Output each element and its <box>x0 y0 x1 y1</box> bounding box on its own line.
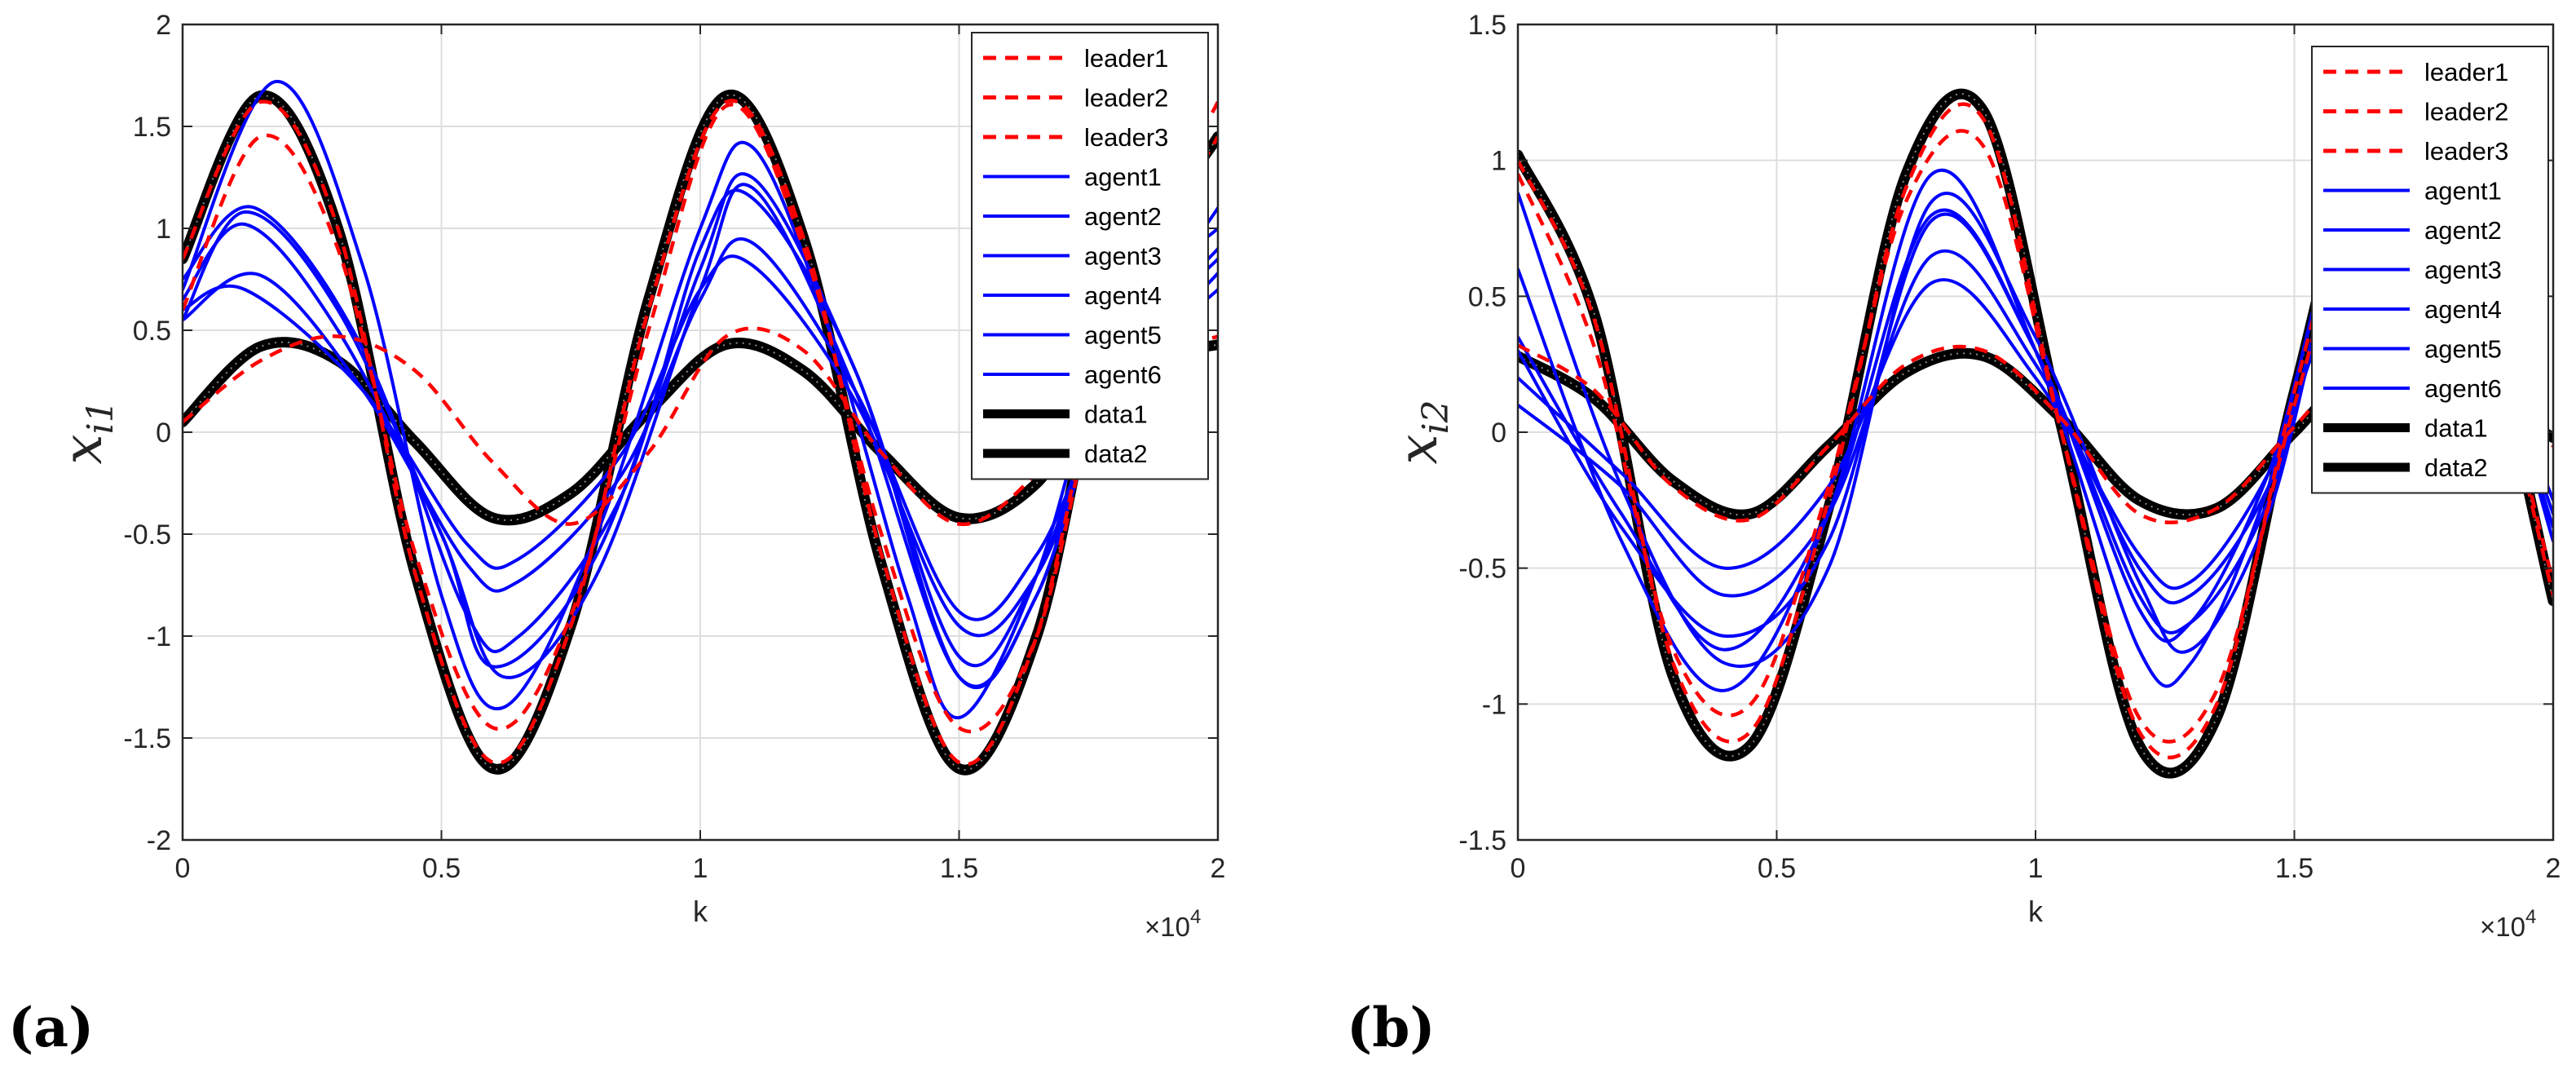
legend: leader1 leader2 leader3 agent1 agent2 agent3 a… <box>2311 46 2549 494</box>
y-tick-label: 1 <box>156 214 171 245</box>
y-tick-label: -2 <box>147 825 171 856</box>
y-tick-label: -1 <box>1482 689 1506 720</box>
series-line-leader3 <box>1518 102 2553 759</box>
legend-label-leader2: leader2 <box>2424 98 2508 126</box>
y-tick-label: -0.5 <box>123 519 171 550</box>
legend-label-agent5: agent5 <box>2424 335 2502 364</box>
legend-label-data2: data2 <box>1084 440 1148 468</box>
legend-label-agent2: agent2 <box>1084 202 1162 231</box>
y-tick-label: 1.5 <box>133 112 171 143</box>
x-tick-label: 1.5 <box>2275 853 2314 884</box>
chart-panel-a: 0 0.5 1 1.5 2 -2 -1.5 -1 -0.5 0 0.5 1 1.5 2 k ×104 xi1 le… <box>51 10 1225 942</box>
panel-label-a: (a) <box>8 996 94 1059</box>
legend-label-agent3: agent3 <box>1084 242 1162 271</box>
y-tick-label: 0 <box>1491 418 1506 449</box>
x-axis-multiplier-exponent: 4 <box>1190 906 1201 928</box>
y-axis-label: xi1 <box>51 400 121 464</box>
legend-label-leader3: leader3 <box>1084 123 1168 152</box>
legend-label-agent4: agent4 <box>1084 281 1162 310</box>
y-tick-label: 2 <box>156 10 171 41</box>
chart-panel-b: 0 0.5 1 1.5 2 -1.5 -1 -0.5 0 0.5 1 1.5 k ×104 xi2 leade… <box>1387 10 2561 942</box>
series-line-leader2 <box>183 103 1218 734</box>
legend-label-data1: data1 <box>1084 400 1148 429</box>
x-axis-label: k <box>693 895 708 928</box>
x-tick-label: 1 <box>693 853 708 884</box>
series-line-agent6 <box>183 188 1218 690</box>
y-tick-label: -1.5 <box>1458 825 1506 856</box>
x-tick-label: 2 <box>2546 853 2561 884</box>
legend-label-agent6: agent6 <box>2424 374 2502 403</box>
x-axis-multiplier: ×104 <box>1145 906 1201 942</box>
x-tick-label: 0 <box>1511 853 1526 884</box>
x-tick-label: 0.5 <box>1758 853 1796 884</box>
legend-label-agent2: agent2 <box>2424 216 2502 245</box>
legend-label-leader1: leader1 <box>1084 44 1168 73</box>
y-tick-label: -1 <box>147 621 171 652</box>
x-tick-label: 2 <box>1211 853 1226 884</box>
legend-label-leader2: leader2 <box>1084 84 1168 113</box>
x-tick-label: 1.5 <box>940 853 978 884</box>
y-axis-label: xi2 <box>1387 400 1457 464</box>
series-line-agent1 <box>183 79 1218 720</box>
x-tick-label: 0.5 <box>422 853 461 884</box>
y-tick-label: 0.5 <box>133 316 171 347</box>
legend-label-leader3: leader3 <box>2424 137 2508 166</box>
y-tick-label: -0.5 <box>1458 554 1506 585</box>
legend-label-data2: data2 <box>2424 453 2488 482</box>
y-tick-label: 1 <box>1491 146 1506 177</box>
x-axis-multiplier: ×104 <box>2480 906 2536 942</box>
x-axis-label: k <box>2028 895 2044 928</box>
panel-label-b: (b) <box>1347 996 1436 1059</box>
x-tick-label: 0 <box>175 853 191 884</box>
x-axis-multiplier-exponent: 4 <box>2525 906 2536 928</box>
y-tick-label: 0.5 <box>1468 281 1506 312</box>
legend-label-agent3: agent3 <box>2424 256 2502 285</box>
y-tick-label: 1.5 <box>1468 10 1506 41</box>
legend-label-agent4: agent4 <box>2424 295 2502 324</box>
series-marker-data2 <box>183 341 1218 521</box>
y-tick-label: 0 <box>156 418 171 449</box>
legend-label-leader1: leader1 <box>2424 58 2508 86</box>
legend-label-agent5: agent5 <box>1084 321 1162 350</box>
x-tick-label: 1 <box>2028 853 2044 884</box>
legend-label-agent1: agent1 <box>2424 177 2502 206</box>
legend: leader1 leader2 leader3 agent1 agent2 agent3 a… <box>971 32 1209 480</box>
legend-label-data1: data1 <box>2424 414 2488 443</box>
legend-label-agent1: agent1 <box>1084 163 1162 192</box>
legend-label-agent6: agent6 <box>1084 360 1162 389</box>
y-tick-label: -1.5 <box>123 723 171 754</box>
